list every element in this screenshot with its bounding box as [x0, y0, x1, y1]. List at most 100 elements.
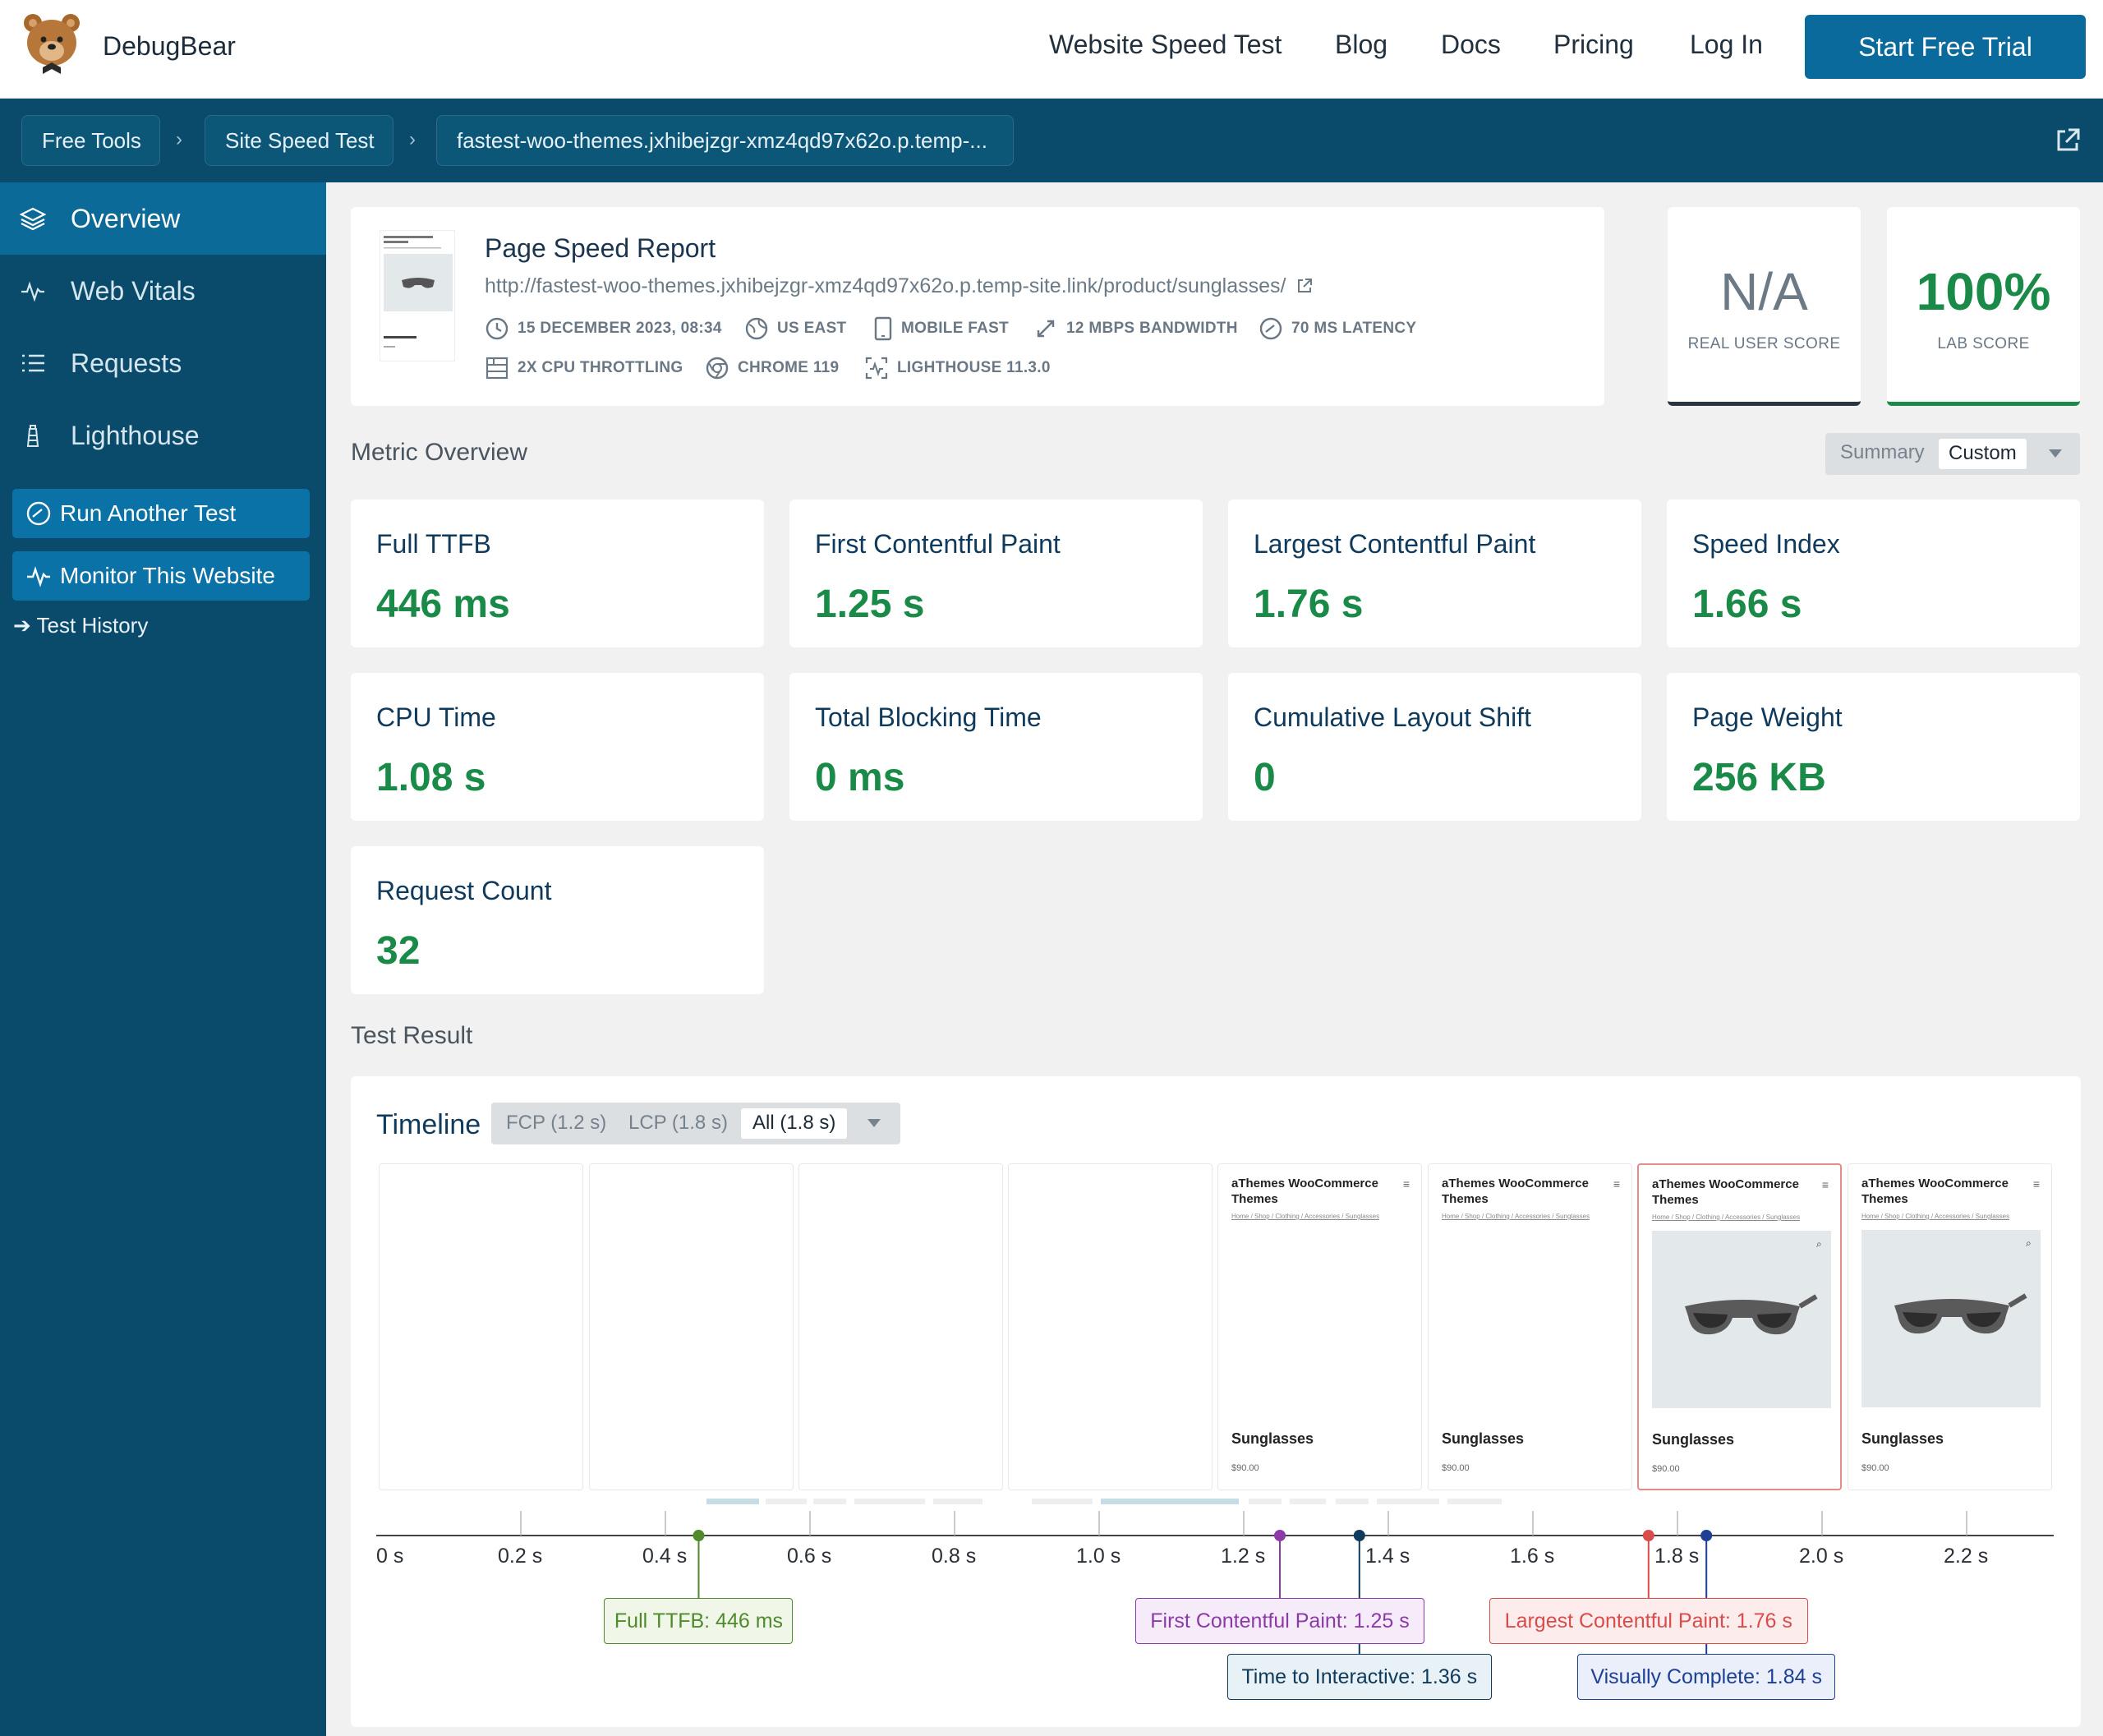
gauge-icon — [26, 501, 51, 526]
timeline-marker-tag[interactable]: Full TTFB: 446 ms — [604, 1598, 794, 1644]
meta-lighthouse: LIGHTHOUSE 11.3.0 — [864, 356, 1051, 380]
axis-tick-label: 0.4 s — [642, 1545, 688, 1568]
axis-tick-label: 0 s — [376, 1545, 404, 1568]
filmstrip-frame-partial[interactable]: aThemes WooCommerce Themes ≡ Home / Shop… — [1217, 1163, 1422, 1490]
report-url[interactable]: http://fastest-woo-themes.jxhibejzgr-xmz… — [485, 274, 1313, 298]
run-another-test-button[interactable]: Run Another Test — [12, 489, 310, 538]
chevron-right-icon: › — [409, 128, 416, 150]
page-screenshot-icon — [384, 236, 453, 348]
lab-score-value: 100% — [1916, 262, 2051, 321]
meta-location-text: US EAST — [777, 320, 847, 337]
nav-login[interactable]: Log In — [1690, 30, 1763, 59]
metric-card-cpu-time[interactable]: CPU Time 1.08 s — [351, 673, 764, 821]
breadcrumb-site-speed-test[interactable]: Site Speed Test — [205, 115, 393, 166]
page-thumbnail[interactable] — [380, 230, 455, 361]
nav-blog[interactable]: Blog — [1335, 30, 1388, 59]
external-link-icon[interactable] — [1296, 278, 1313, 294]
metric-card-cls[interactable]: Cumulative Layout Shift 0 — [1228, 673, 1641, 821]
metric-card-lcp[interactable]: Largest Contentful Paint 1.76 s — [1228, 500, 1641, 647]
nav-pricing[interactable]: Pricing — [1553, 30, 1634, 59]
sidebar-item-overview[interactable]: Overview — [0, 182, 326, 255]
axis-tick-label: 1.0 s — [1076, 1545, 1121, 1568]
metric-label: Total Blocking Time — [815, 702, 1042, 732]
metric-card-full-ttfb[interactable]: Full TTFB 446 ms — [351, 500, 764, 647]
metric-overview-title: Metric Overview — [351, 439, 528, 466]
timeline-marker-tag[interactable]: Largest Contentful Paint: 1.76 s — [1489, 1598, 1808, 1644]
meta-date: 15 DECEMBER 2023, 08:34 — [485, 316, 722, 341]
axis-tick-label: 1.6 s — [1510, 1545, 1555, 1568]
filmstrip-frame-lcp[interactable]: aThemes WooCommerce Themes ≡ Home / Shop… — [1637, 1163, 1842, 1490]
chevron-down-icon[interactable] — [866, 1117, 882, 1129]
sidebar-item-label: Web Vitals — [71, 275, 196, 306]
metric-value: 0 — [1254, 756, 1276, 799]
meta-cpu: 2X CPU THROTTLING — [485, 356, 683, 380]
frame-site-title: aThemes WooCommerce Themes — [1442, 1177, 1589, 1206]
breadcrumb-current-page[interactable]: fastest-woo-themes.jxhibejzgr-xmz4qd97x6… — [436, 115, 1014, 166]
brand-name[interactable]: DebugBear — [103, 31, 236, 61]
frame-breadcrumb: Home / Shop / Clothing / Accessories / S… — [1231, 1213, 1380, 1220]
chrome-icon — [706, 357, 729, 380]
metric-label: Request Count — [376, 876, 552, 905]
test-history-link[interactable]: ➔ Test History — [13, 613, 149, 638]
metric-value: 32 — [376, 929, 421, 973]
start-free-trial-button[interactable]: Start Free Trial — [1805, 15, 2086, 79]
external-link-icon[interactable] — [2054, 127, 2082, 154]
toggle-lcp[interactable]: LCP (1.8 s) — [628, 1112, 728, 1134]
toggle-summary[interactable]: Summary — [1840, 441, 1925, 463]
nav-docs[interactable]: Docs — [1441, 30, 1501, 59]
metric-view-toggle[interactable]: Summary Custom — [1825, 433, 2080, 475]
sidebar-item-web-vitals[interactable]: Web Vitals — [0, 255, 326, 327]
monitor-website-button[interactable]: Monitor This Website — [12, 551, 310, 601]
list-icon — [22, 354, 44, 372]
metric-value: 1.25 s — [815, 583, 925, 626]
filmstrip-frame-blank[interactable] — [1008, 1163, 1213, 1490]
debugbear-logo-icon[interactable] — [21, 12, 82, 77]
sidebar-item-label: Requests — [71, 348, 182, 378]
chevron-right-icon: › — [176, 128, 182, 150]
metric-card-tbt[interactable]: Total Blocking Time 0 ms — [789, 673, 1203, 821]
filmstrip-frame-complete[interactable]: aThemes WooCommerce Themes ≡ Home / Shop… — [1848, 1163, 2052, 1490]
meta-latency: 70 MS LATENCY — [1259, 316, 1416, 341]
real-user-score-card[interactable]: N/A REAL USER SCORE — [1668, 207, 1861, 406]
meta-date-text: 15 DECEMBER 2023, 08:34 — [518, 320, 722, 337]
filmstrip-frame-blank[interactable] — [589, 1163, 794, 1490]
timeline-marker-tag[interactable]: Time to Interactive: 1.36 s — [1226, 1654, 1492, 1700]
toggle-fcp[interactable]: FCP (1.2 s) — [506, 1112, 607, 1134]
timeline-title: Timeline — [376, 1109, 481, 1140]
layers-icon — [20, 207, 46, 231]
metric-card-fcp[interactable]: First Contentful Paint 1.25 s — [789, 500, 1203, 647]
sidebar-item-lighthouse[interactable]: Lighthouse — [0, 399, 326, 472]
metric-value: 1.66 s — [1692, 583, 1802, 626]
menu-icon: ≡ — [1821, 1178, 1829, 1191]
timeline-range-toggle[interactable]: FCP (1.2 s) LCP (1.8 s) All (1.8 s) — [491, 1103, 900, 1144]
timeline-marker-tag[interactable]: Visually Complete: 1.84 s — [1577, 1654, 1836, 1700]
lab-score-card[interactable]: 100% LAB SCORE — [1887, 207, 2080, 406]
real-user-score-value: N/A — [1720, 262, 1808, 321]
metric-label: CPU Time — [376, 702, 496, 732]
toggle-custom[interactable]: Custom — [1939, 439, 2027, 469]
chevron-down-icon[interactable] — [2047, 448, 2064, 459]
metric-value: 1.76 s — [1254, 583, 1364, 626]
metric-card-speed-index[interactable]: Speed Index 1.66 s — [1667, 500, 2080, 647]
toggle-all[interactable]: All (1.8 s) — [741, 1108, 848, 1139]
frame-product-price: $90.00 — [1861, 1463, 1889, 1473]
metric-card-request-count[interactable]: Request Count 32 — [351, 846, 764, 994]
cpu-icon — [485, 357, 508, 380]
axis-tick-label: 0.6 s — [787, 1545, 832, 1568]
pulse-icon — [21, 281, 44, 302]
frame-breadcrumb: Home / Shop / Clothing / Accessories / S… — [1442, 1213, 1590, 1220]
timeline-marker-tag[interactable]: First Contentful Paint: 1.25 s — [1135, 1598, 1424, 1644]
nav-website-speed-test[interactable]: Website Speed Test — [1049, 30, 1282, 59]
sidebar-item-requests[interactable]: Requests — [0, 327, 326, 399]
run-another-test-label: Run Another Test — [60, 500, 237, 526]
breadcrumb-free-tools[interactable]: Free Tools — [21, 115, 160, 166]
top-header: DebugBear Website Speed Test Blog Docs P… — [0, 0, 2103, 99]
frame-site-title: aThemes WooCommerce Themes — [1652, 1177, 1799, 1207]
report-title: Page Speed Report — [485, 233, 716, 263]
metric-card-page-weight[interactable]: Page Weight 256 KB — [1667, 673, 2080, 821]
filmstrip-frame-blank[interactable] — [379, 1163, 583, 1490]
filmstrip-frame-partial[interactable]: aThemes WooCommerce Themes ≡ Home / Shop… — [1428, 1163, 1632, 1490]
sidebar-item-label: Lighthouse — [71, 420, 200, 450]
frame-product-name: Sunglasses — [1861, 1430, 1944, 1447]
filmstrip-frame-blank[interactable] — [798, 1163, 1003, 1490]
